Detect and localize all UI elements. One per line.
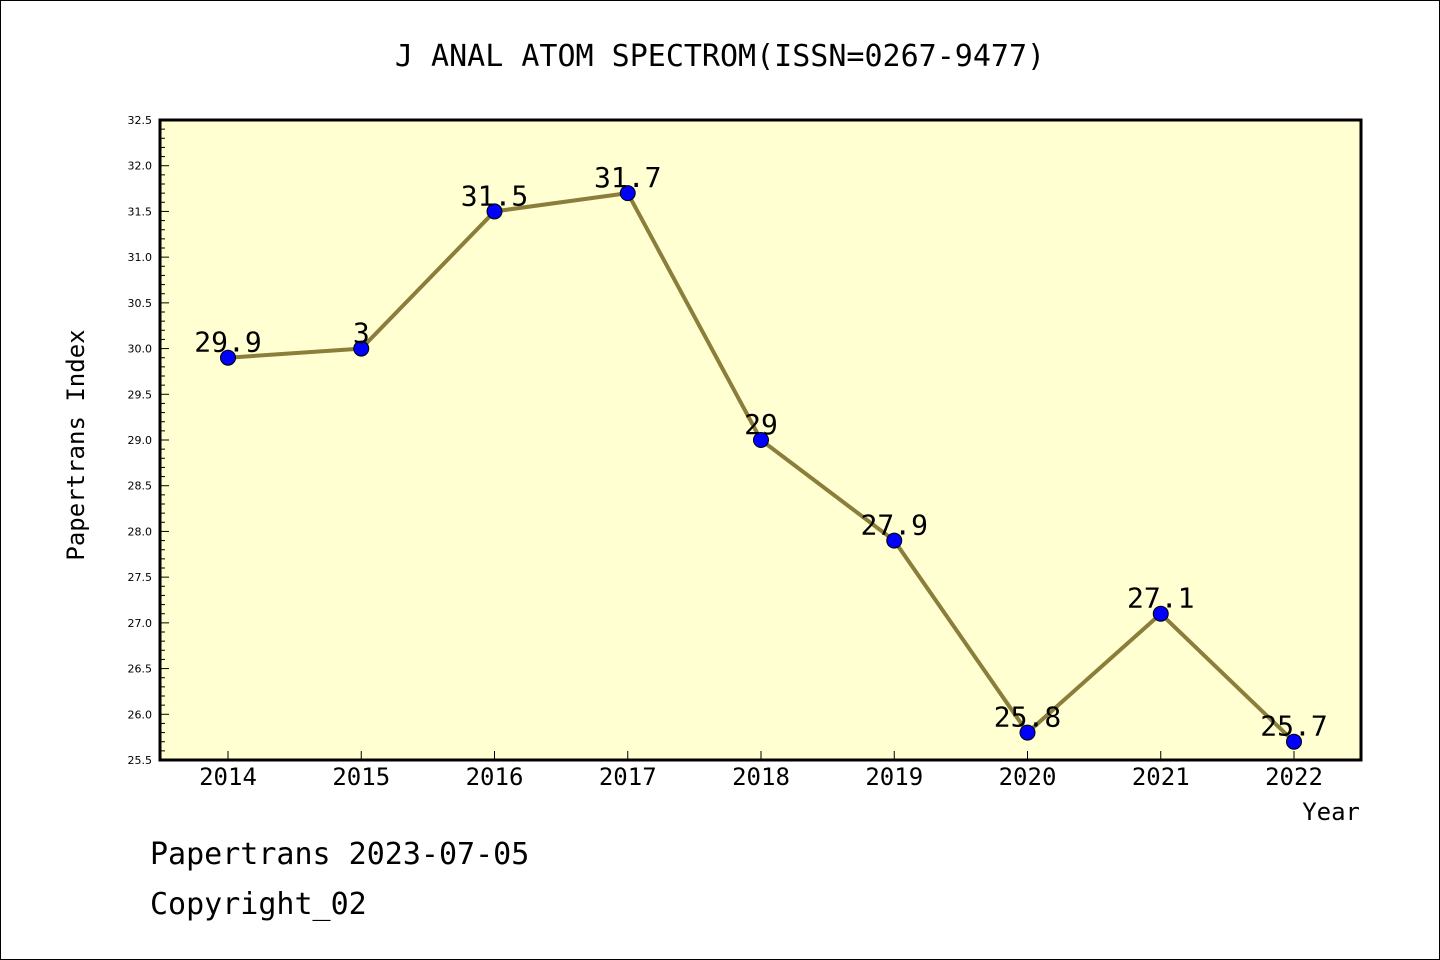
x-tick-label: 2019 [865, 763, 923, 791]
data-label: 25.8 [994, 701, 1061, 734]
data-label: 27.9 [861, 509, 928, 542]
y-tick-label: 28.5 [128, 480, 153, 493]
y-tick-label: 32.0 [128, 160, 153, 173]
y-tick-label: 29.5 [128, 388, 153, 401]
data-label: 29.9 [194, 326, 261, 359]
data-label: 31.5 [461, 179, 528, 212]
data-point [220, 349, 236, 366]
y-tick-label: 25.5 [128, 754, 153, 767]
data-point [486, 203, 503, 220]
data-label: 3 [353, 317, 370, 350]
y-tick-label: 30.5 [128, 297, 153, 310]
y-tick-label: 32.5 [128, 114, 153, 127]
x-tick-label: 2016 [466, 763, 524, 791]
y-tick-label: 26.5 [128, 663, 153, 676]
x-tick-label: 2021 [1132, 763, 1190, 791]
data-label: 29 [744, 408, 778, 441]
x-tick-label: 2015 [332, 763, 390, 791]
data-label: 25.7 [1260, 710, 1327, 743]
data-label: 31.7 [594, 161, 661, 194]
data-points [220, 185, 1302, 750]
y-tick-label: 27.5 [128, 571, 153, 584]
y-tick-label: 31.0 [128, 251, 153, 264]
y-axis: 25.5 26.0 26.5 27.0 27.5 28.0 28.5 29.0 29.5 30.0… [128, 114, 169, 767]
y-tick-label: 31.5 [128, 205, 153, 218]
footer-date: Papertrans 2023-07-05 [150, 837, 529, 872]
data-point [1019, 724, 1036, 741]
x-tick-label: 2014 [199, 763, 257, 791]
y-axis-label: Papertrans Index [62, 329, 90, 560]
chart-title: J ANAL ATOM SPECTROM(ISSN=0267-9477) [395, 39, 1045, 74]
data-point [1152, 605, 1169, 622]
data-point [886, 532, 903, 549]
footer-copyright: Copyright_02 [150, 887, 367, 922]
y-tick-label: 29.0 [128, 434, 153, 447]
data-point [1286, 733, 1302, 750]
x-axis-label: Year [1302, 798, 1360, 826]
y-tick-label: 27.0 [128, 617, 153, 630]
x-tick-label: 2018 [732, 763, 790, 791]
y-tick-label: 28.0 [128, 525, 153, 538]
data-point [353, 340, 370, 357]
x-tick-label: 2022 [1265, 763, 1323, 791]
y-tick-label: 30.0 [128, 343, 153, 356]
x-axis: 2014 2015 2016 2017 2018 2019 2020 2021 2022 [199, 751, 1323, 791]
data-point [753, 432, 769, 448]
x-tick-label: 2017 [599, 763, 657, 791]
x-tick-label: 2020 [999, 763, 1057, 791]
data-point [619, 185, 636, 202]
y-tick-label: 26.0 [128, 708, 153, 721]
data-label: 27.1 [1127, 582, 1194, 615]
data-labels: 29.9 3 31.5 31.7 29 27.9 25.8 27.1 25.7 [194, 161, 1327, 743]
